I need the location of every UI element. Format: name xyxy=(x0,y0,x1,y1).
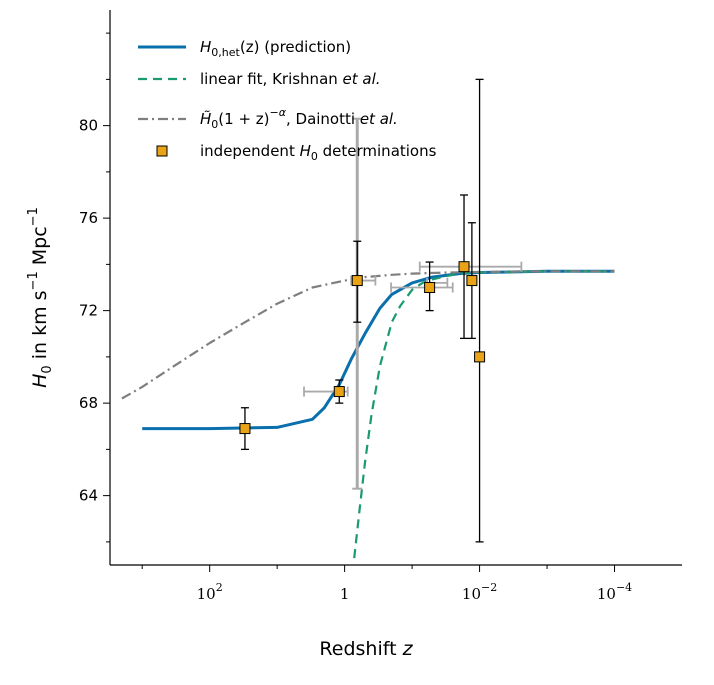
markers xyxy=(239,261,486,435)
prediction-curve xyxy=(142,269,615,431)
x-tick-label: 1 xyxy=(340,585,350,603)
legend-swatch-points xyxy=(156,145,168,157)
curves xyxy=(121,269,615,559)
data-point-marker xyxy=(333,386,345,398)
y-tick-label: 68 xyxy=(79,394,98,412)
krishnan-fit-curve xyxy=(353,270,615,559)
y-tick-label: 64 xyxy=(79,487,98,505)
x-tick-label: 10−4 xyxy=(597,581,632,603)
y-axis-title: H0 in km s−1 Mpc−1 xyxy=(26,207,55,388)
x-tick-label: 102 xyxy=(197,581,223,603)
legend: H0,het(z) (prediction) linear fit, Krishn… xyxy=(138,38,437,163)
data-point-marker xyxy=(474,351,486,363)
legend-label-points: independent H0 determinations xyxy=(200,142,437,163)
legend-label-prediction: H0,het(z) (prediction) xyxy=(200,38,351,59)
legend-label-krishnan: linear fit, Krishnan et al. xyxy=(200,70,381,88)
x-axis-title: Redshift z xyxy=(319,638,413,660)
data-point-marker xyxy=(424,282,436,293)
y-tick-label: 76 xyxy=(79,209,98,227)
dainotti-curve xyxy=(121,270,615,400)
data-point-marker xyxy=(351,275,363,287)
data-point-marker xyxy=(466,275,478,287)
axis-titles: Redshift z H0 in km s−1 Mpc−1 xyxy=(26,207,414,660)
y-tick-label: 72 xyxy=(79,302,98,320)
legend-label-dainotti: H̃0(1 + z)−α, Dainotti et al. xyxy=(200,106,398,131)
axes: 64 68 72 76 80 102 1 10−2 10−4 xyxy=(79,10,682,603)
errorbars xyxy=(240,78,523,543)
data-point-marker xyxy=(458,261,470,273)
x-tick-label: 10−2 xyxy=(462,581,497,603)
data-point-marker xyxy=(239,423,251,435)
y-tick-label: 80 xyxy=(79,117,98,135)
